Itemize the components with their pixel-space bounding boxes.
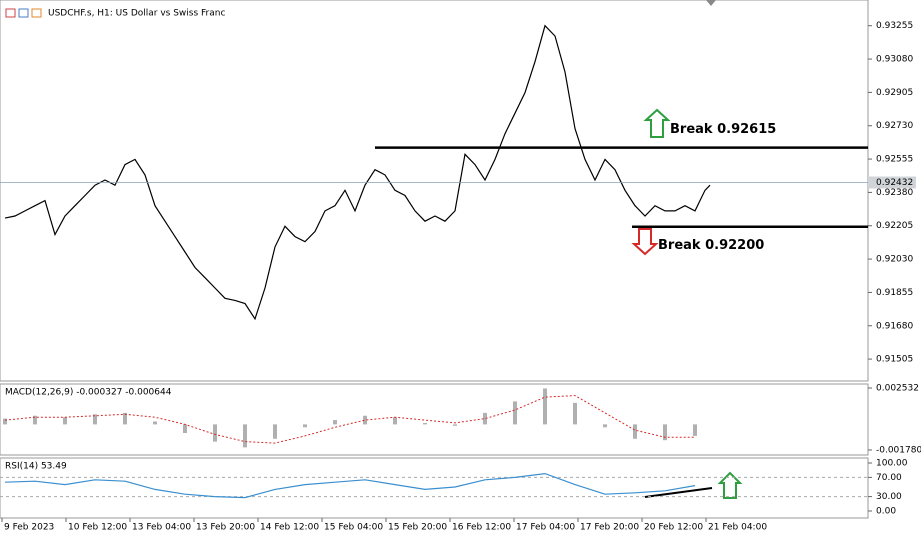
x-tick-label: 13 Feb 04:00 bbox=[132, 523, 191, 533]
macd-bar bbox=[33, 415, 37, 425]
macd-bar bbox=[93, 414, 97, 425]
y-tick-label: 0.002532 bbox=[876, 383, 919, 393]
macd-title: MACD(12,26,9) -0.000327 -0.000644 bbox=[5, 388, 172, 398]
x-tick-label: 10 Feb 12:00 bbox=[68, 523, 127, 533]
y-tick-label: 0.91680 bbox=[876, 321, 913, 331]
y-tick-label: 0.92730 bbox=[876, 121, 913, 131]
up-arrow bbox=[717, 471, 743, 499]
rsi-panel bbox=[0, 457, 869, 519]
x-tick-label: 20 Feb 12:00 bbox=[644, 523, 703, 533]
y-tick-label: 0.91505 bbox=[876, 355, 913, 365]
macd-bar bbox=[423, 422, 427, 425]
trend-line bbox=[644, 487, 713, 498]
macd-bar bbox=[543, 388, 547, 425]
macd-bar bbox=[363, 415, 367, 425]
current-price-box bbox=[868, 176, 916, 189]
y-tick-label: 0.92380 bbox=[876, 188, 913, 198]
y-tick-label: 0.93080 bbox=[876, 55, 913, 65]
macd-bar bbox=[513, 401, 517, 425]
macd-bar bbox=[123, 412, 127, 425]
x-tick-label: 21 Feb 04:00 bbox=[708, 523, 767, 533]
chart-title: USDCHF.s, H1: US Dollar vs Swiss Franc bbox=[48, 9, 225, 19]
icon bbox=[18, 8, 29, 18]
break-label: Break 0.92615 bbox=[670, 122, 776, 137]
shift-marker bbox=[706, 0, 716, 6]
x-tick-label: 15 Feb 04:00 bbox=[324, 523, 383, 533]
break-label: Break 0.92200 bbox=[658, 238, 764, 253]
price-panel bbox=[0, 0, 869, 382]
y-tick-label: 0.92030 bbox=[876, 255, 913, 265]
y-tick-label: 30.00 bbox=[876, 492, 902, 502]
x-tick-label: 17 Feb 04:00 bbox=[516, 523, 575, 533]
x-tick-label: 14 Feb 12:00 bbox=[260, 523, 319, 533]
macd-bar bbox=[573, 402, 577, 425]
macd-bar bbox=[183, 424, 187, 434]
x-tick-label: 16 Feb 12:00 bbox=[452, 523, 511, 533]
macd-bar bbox=[303, 424, 307, 428]
x-tick-label: 13 Feb 20:00 bbox=[196, 523, 255, 533]
y-tick-label: 0.92555 bbox=[876, 155, 913, 165]
up-arrow bbox=[643, 108, 671, 138]
macd-bar bbox=[243, 424, 247, 448]
icon bbox=[31, 8, 42, 18]
price-line bbox=[4, 24, 711, 321]
macd-bar bbox=[633, 424, 637, 439]
macd-bar bbox=[693, 424, 697, 436]
macd-bar bbox=[483, 412, 487, 425]
y-tick-label: 0.00 bbox=[876, 506, 896, 516]
macd-bar bbox=[3, 418, 7, 425]
macd-bar bbox=[663, 424, 667, 441]
macd-bar bbox=[603, 424, 607, 428]
macd-bar bbox=[453, 424, 457, 426]
current-price-label: 0.92432 bbox=[876, 178, 913, 188]
macd-panel bbox=[0, 383, 869, 456]
macd-bar bbox=[213, 424, 217, 442]
y-tick-label: 70.00 bbox=[876, 473, 902, 483]
rsi-title: RSI(14) 53.49 bbox=[5, 462, 67, 472]
x-tick-label: 15 Feb 20:00 bbox=[388, 523, 447, 533]
y-tick-label: 0.92905 bbox=[876, 88, 913, 98]
macd-bar bbox=[393, 417, 397, 425]
x-tick-label: 9 Feb 2023 bbox=[4, 523, 54, 533]
y-tick-label: -0.001780 bbox=[876, 445, 921, 455]
signal-line bbox=[4, 395, 695, 444]
macd-bar bbox=[63, 417, 67, 425]
y-tick-label: 0.92205 bbox=[876, 221, 913, 231]
down-arrow bbox=[631, 228, 659, 256]
price-line bbox=[4, 472, 696, 499]
x-tick-label: 17 Feb 20:00 bbox=[580, 523, 639, 533]
y-tick-label: 100.00 bbox=[876, 458, 908, 468]
icon bbox=[5, 8, 16, 18]
macd-bar bbox=[273, 424, 277, 439]
macd-bar bbox=[153, 421, 157, 425]
macd-bar bbox=[333, 420, 337, 425]
y-tick-label: 0.93255 bbox=[876, 21, 913, 31]
y-tick-label: 0.91855 bbox=[876, 288, 913, 298]
